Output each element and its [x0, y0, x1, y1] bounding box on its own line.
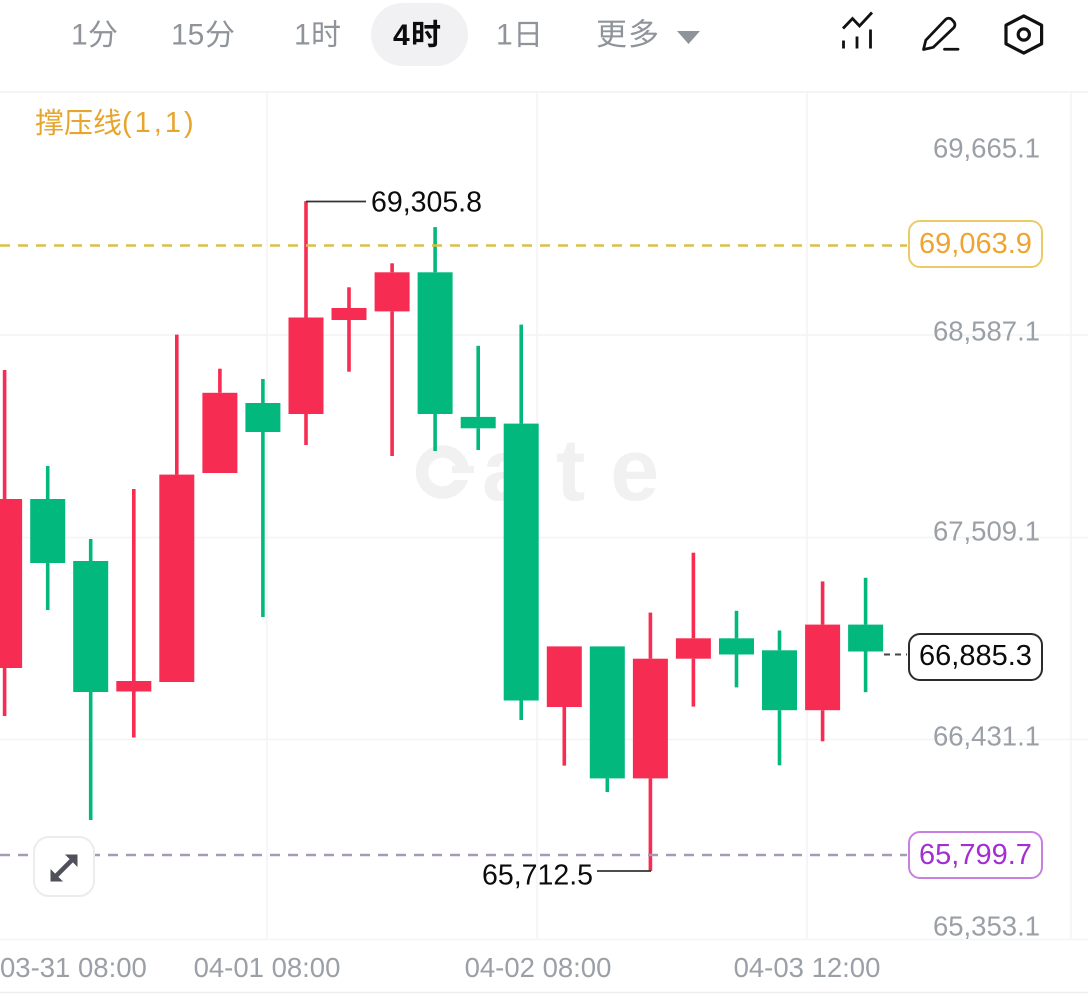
svg-text:04-03 12:00: 04-03 12:00: [734, 952, 881, 983]
svg-text:04-02 08:00: 04-02 08:00: [465, 952, 612, 983]
svg-text:68,587.1: 68,587.1: [933, 316, 1040, 347]
svg-text:04-01 08:00: 04-01 08:00: [194, 952, 341, 983]
svg-text:4: 4: [393, 19, 410, 52]
svg-text:1: 1: [294, 19, 311, 52]
svg-text:65,353.1: 65,353.1: [933, 911, 1040, 942]
svg-text:03-31 08:00: 03-31 08:00: [0, 952, 147, 983]
svg-text:66,431.1: 66,431.1: [933, 721, 1040, 752]
svg-text:65,712.5: 65,712.5: [482, 860, 593, 892]
svg-text:1: 1: [71, 19, 88, 52]
svg-text:69,305.8: 69,305.8: [371, 187, 482, 219]
svg-text:(1,1): (1,1): [122, 107, 197, 139]
svg-text:1: 1: [496, 19, 513, 52]
svg-text:69,665.1: 69,665.1: [933, 133, 1040, 164]
svg-text:67,509.1: 67,509.1: [933, 516, 1040, 547]
svg-text:15: 15: [171, 19, 204, 52]
